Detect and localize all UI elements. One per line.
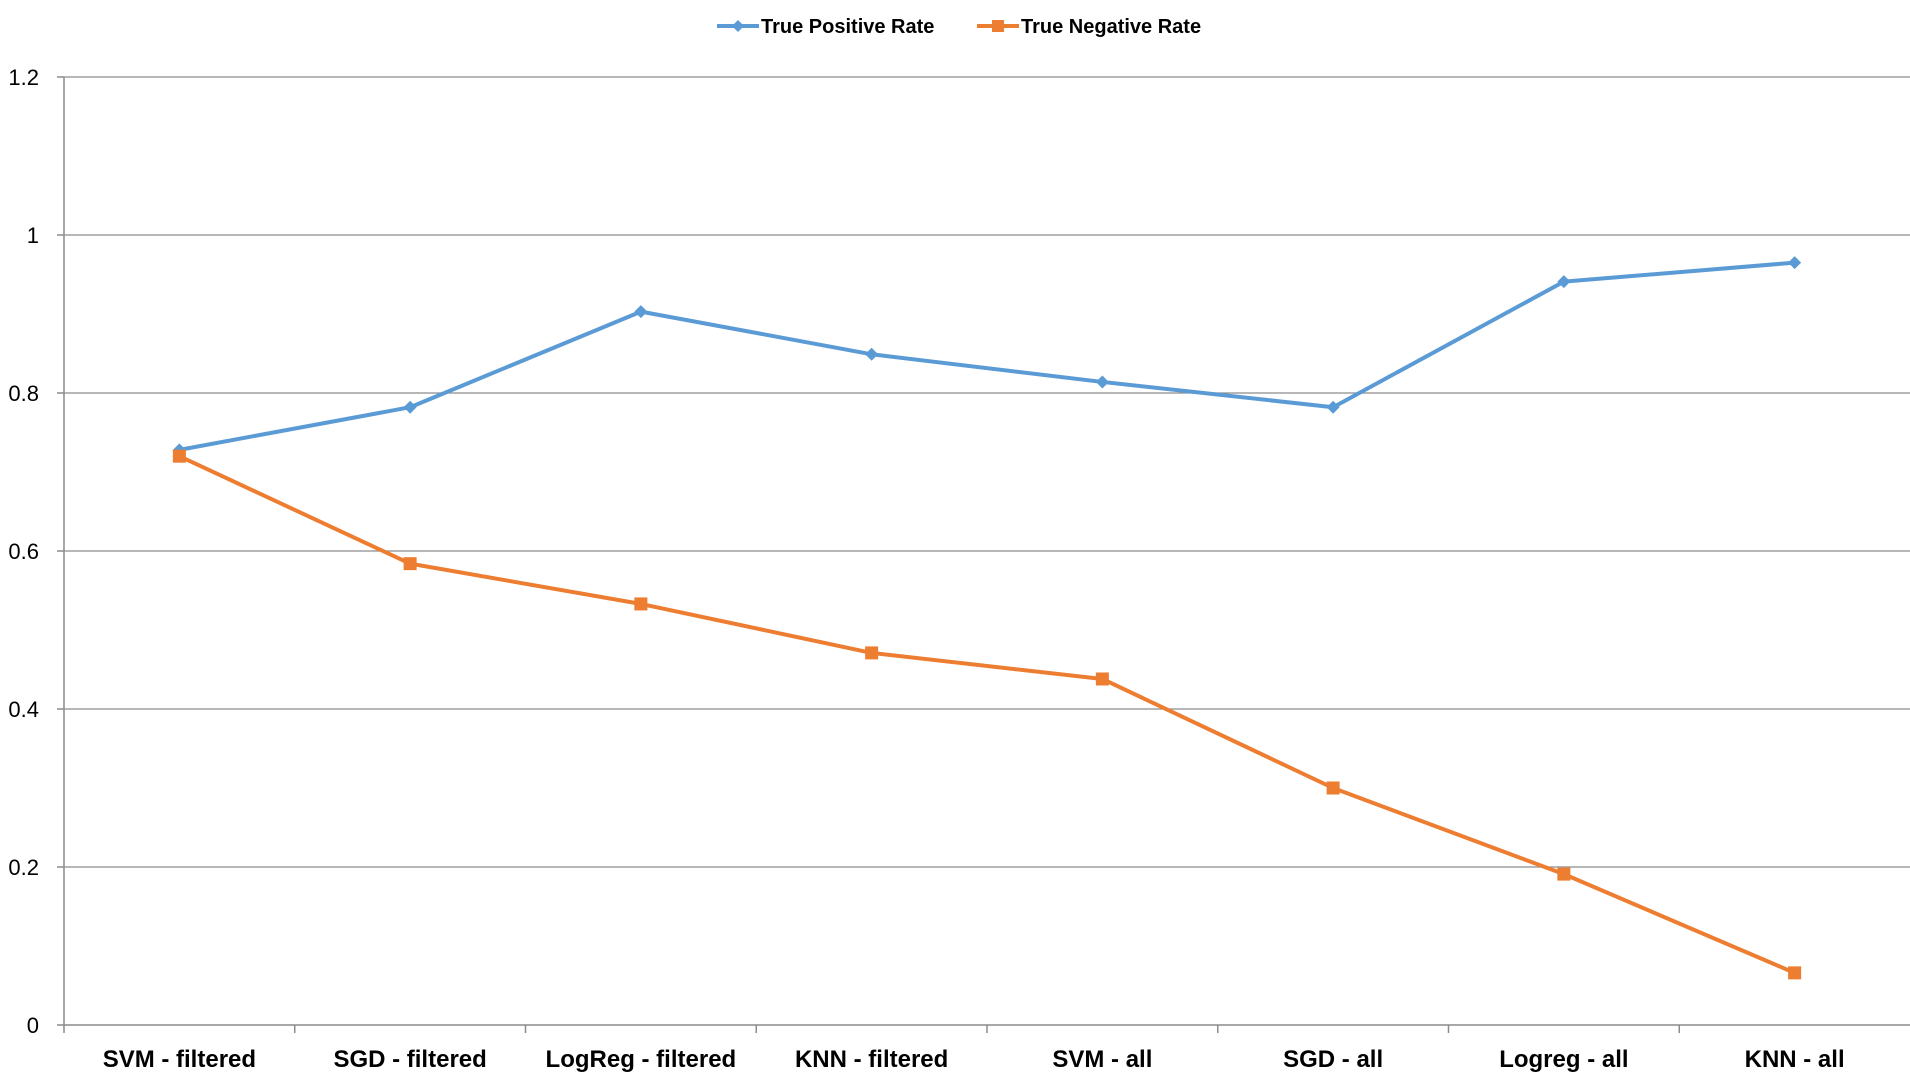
y-axis-ticks: 0 0.2 0.4 0.6 0.8 1 1.2 [8, 65, 39, 1038]
data-point [1095, 672, 1109, 686]
data-point [865, 646, 879, 660]
x-tick-label: LogReg - filtered [546, 1046, 737, 1073]
y-tick-label: 1.2 [8, 65, 39, 90]
data-point [1326, 400, 1340, 414]
y-tick-label: 0.2 [8, 855, 39, 880]
x-tick-label: KNN - all [1745, 1046, 1845, 1073]
x-tick-label: SVM - all [1052, 1046, 1152, 1073]
x-tick-label: Logreg - all [1499, 1046, 1628, 1073]
legend-item: True Negative Rate [977, 16, 1201, 38]
data-point [403, 400, 417, 414]
data-point [1557, 867, 1571, 881]
legend-label: True Positive Rate [761, 16, 934, 38]
data-point [865, 347, 879, 361]
data-point [403, 557, 417, 571]
legend: True Positive Rate True Negative Rate [717, 16, 1201, 38]
data-point [1095, 375, 1109, 389]
x-axis-ticks: SVM - filtered SGD - filtered LogReg - fil… [103, 1046, 1845, 1073]
data-point [634, 597, 648, 611]
x-tick-label: KNN - filtered [795, 1046, 948, 1073]
series-line [178, 454, 1796, 975]
gridlines [64, 76, 1910, 868]
data-point [1788, 966, 1802, 980]
x-tick-label: SVM - filtered [103, 1046, 256, 1073]
series-layer [172, 256, 1802, 980]
y-tick-label: 0.4 [8, 697, 39, 722]
legend-label: True Negative Rate [1021, 16, 1201, 38]
series-0 [172, 256, 1802, 457]
legend-marker [732, 20, 744, 32]
y-tick-label: 0.8 [8, 381, 39, 406]
data-point [1326, 781, 1340, 795]
data-point [634, 305, 648, 319]
y-tick-label: 0.6 [8, 539, 39, 564]
data-point [1557, 275, 1571, 289]
x-tick-label: SGD - filtered [333, 1046, 486, 1073]
y-tick-label: 0 [27, 1013, 39, 1038]
series-line [179, 260, 1795, 452]
data-point [172, 449, 186, 463]
series-1 [172, 449, 1802, 980]
y-tick-label: 1 [27, 223, 39, 248]
legend-marker [992, 20, 1004, 32]
axes [57, 76, 1910, 1033]
data-point [1788, 256, 1802, 270]
legend-item: True Positive Rate [717, 16, 934, 38]
x-tick-label: SGD - all [1283, 1046, 1383, 1073]
